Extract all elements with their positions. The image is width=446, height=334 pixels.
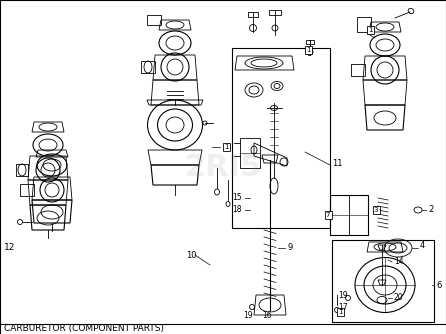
Bar [330, 195, 368, 235]
Text: CARBURETOR (COMPONENT PARTS): CARBURETOR (COMPONENT PARTS) [4, 324, 164, 333]
Text: 15: 15 [232, 193, 242, 202]
Text: 1: 1 [224, 144, 228, 150]
Text: 2RI5: 2RI5 [184, 153, 262, 181]
Text: 1: 1 [306, 47, 310, 53]
Bar [232, 48, 330, 228]
Text: 17: 17 [338, 303, 347, 312]
Text: 10: 10 [186, 250, 197, 260]
Text: 19: 19 [338, 291, 347, 300]
Text: 6: 6 [436, 281, 442, 290]
Text: 1: 1 [368, 27, 372, 33]
Text: 3: 3 [374, 207, 378, 213]
Text: 9: 9 [287, 243, 292, 253]
Text: 19: 19 [243, 312, 252, 321]
Text: 16: 16 [262, 312, 272, 321]
Text: 2: 2 [428, 205, 433, 214]
Bar [332, 240, 434, 322]
Text: 11: 11 [332, 159, 343, 167]
Text: 12: 12 [4, 243, 15, 253]
Text: 14: 14 [394, 258, 404, 267]
Text: 20: 20 [394, 294, 404, 303]
Text: 4: 4 [420, 240, 425, 249]
Text: 7: 7 [326, 212, 330, 218]
Text: 1: 1 [338, 309, 342, 315]
Text: 18: 18 [232, 205, 241, 214]
